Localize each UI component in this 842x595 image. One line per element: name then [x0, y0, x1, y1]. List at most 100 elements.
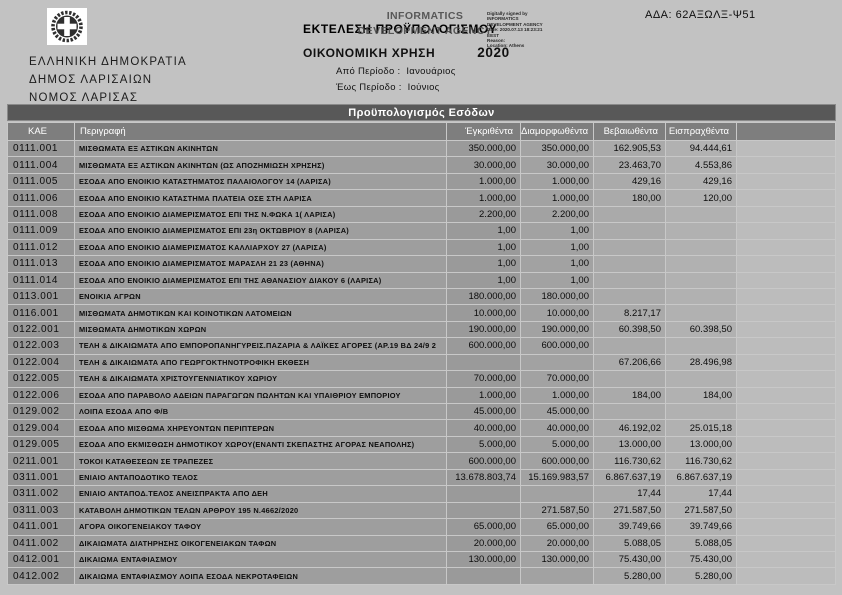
row-formed-amount: 350.000,00	[521, 141, 593, 157]
organization-block: ΕΛΛΗΝΙΚΗ ΔΗΜΟΚΡΑΤΙΑ ΔΗΜΟΣ ΛΑΡΙΣΑΙΩΝ ΝΟΜΟ…	[29, 53, 187, 107]
row-description: ΔΙΚΑΙΩΜΑ ΕΝΤΑΦΙΑΣΜΟΥ ΛΟΙΠΑ ΕΣΟΔΑ ΝΕΚΡΟΤΑ…	[75, 568, 446, 584]
row-approved-amount: 70.000,00	[447, 371, 520, 387]
row-description: ΔΙΚΑΙΩΜΑΤΑ ΔΙΑΤΗΡΗΣΗΣ ΟΙΚΟΓΕΝΕΙΑΚΩΝ ΤΑΦΩ…	[75, 535, 446, 551]
row-kae-code: 0311.003	[8, 502, 74, 519]
table-row: 0412.001 ΔΙΚΑΙΩΜΑ ΕΝΤΑΦΙΑΣΜΟΥ 130.000,00…	[8, 551, 835, 568]
row-approved-amount: 20.000,00	[447, 535, 520, 551]
row-approved-amount: 1,00	[447, 239, 520, 256]
table-row: 0116.001 ΜΙΣΘΩΜΑΤΑ ΔΗΜΟΤΙΚΩΝ ΚΑΙ ΚΟΙΝΟΤΙ…	[8, 305, 835, 321]
table-row: 0111.014 ΕΣΟΔΑ ΑΠΟ ΕΝΟΙΚΙΟ ΔΙΑΜΕΡΙΣΜΑΤΟΣ…	[8, 272, 835, 288]
table-header-row: ΚΑΕ Περιγραφή Έγκριθέντα Διαμορφωθέντα Β…	[8, 123, 835, 140]
row-approved-amount: 600.000,00	[447, 338, 520, 354]
table-row: 0211.001 ΤΟΚΟΙ ΚΑΤΑΘΕΣΕΩΝ ΣΕ ΤΡΑΠΕΖΕΣ 60…	[8, 453, 835, 469]
row-kae-code: 0111.014	[8, 272, 74, 288]
row-certified-amount: 75.430,00	[594, 551, 665, 568]
row-collected-amount: 28.496,98	[666, 354, 736, 371]
period-to-value: Ιούνιος	[407, 82, 440, 93]
period-to: Έως Περίοδο : Ιούνιος	[303, 82, 510, 93]
row-kae-code: 0129.004	[8, 420, 74, 436]
row-description: ΕΝΙΑΙΟ ΑΝΤΑΠΟΔΟΤΙΚΟ ΤΕΛΟΣ	[75, 469, 446, 486]
greek-emblem-icon	[47, 8, 87, 45]
fiscal-year-line: ΟΙΚΟΝΟΜΙΚΗ ΧΡΗΣΗ 2020	[303, 45, 510, 60]
table-row: 0311.003 ΚΑΤΑΒΟΛΗ ΔΗΜΟΤΙΚΩΝ ΤΕΛΩΝ ΑΡΘΡΟΥ…	[8, 502, 835, 519]
row-collected-amount: 13.000,00	[666, 436, 736, 453]
row-formed-amount: 1,00	[521, 239, 593, 256]
row-certified-amount: 184,00	[594, 387, 665, 403]
row-description: ΕΝΙΑΙΟ ΑΝΤΑΠΟΔ.ΤΕΛΟΣ ΑΝΕΙΣΠΡΑΚΤΑ ΑΠΟ ΔΕΗ	[75, 486, 446, 502]
row-kae-code: 0211.001	[8, 453, 74, 469]
row-description: ΤΕΛΗ & ΔΙΚΑΙΩΜΑΤΑ ΑΠΟ ΓΕΩΡΓΟΚΤΗΝΟΤΡΟΦΙΚΗ…	[75, 354, 446, 371]
column-header-filler	[737, 123, 835, 140]
row-certified-amount: 116.730,62	[594, 453, 665, 469]
row-collected-amount: 94.444,61	[666, 141, 736, 157]
row-formed-amount: 70.000,00	[521, 371, 593, 387]
column-header-approved: Έγκριθέντα	[447, 123, 520, 140]
row-filler	[737, 436, 835, 453]
row-description: ΕΣΟΔΑ ΑΠΟ ΠΑΡΑΒΟΛΟ ΑΔΕΙΩΝ ΠΑΡΑΓΩΓΩΝ ΠΩΛΗ…	[75, 387, 446, 403]
row-collected-amount: 5.280,00	[666, 568, 736, 584]
row-kae-code: 0412.002	[8, 568, 74, 584]
table-header: ΚΑΕ Περιγραφή Έγκριθέντα Διαμορφωθέντα Β…	[8, 123, 835, 140]
row-filler	[737, 190, 835, 206]
row-filler	[737, 321, 835, 338]
row-certified-amount	[594, 223, 665, 239]
row-certified-amount: 5.088,05	[594, 535, 665, 551]
row-certified-amount	[594, 338, 665, 354]
row-description: ΕΣΟΔΑ ΑΠΟ ΕΝΟΙΚΙΟ ΚΑΤΑΣΤΗΜΑΤΟΣ ΠΑΛΑΙΟΛΟΓ…	[75, 173, 446, 190]
column-header-formed: Διαμορφωθέντα	[521, 123, 593, 140]
row-approved-amount	[447, 354, 520, 371]
ada-code: ΑΔΑ: 62ΑΞΩΛΞ-Ψ51	[645, 9, 756, 21]
org-country: ΕΛΛΗΝΙΚΗ ΔΗΜΟΚΡΑΤΙΑ	[29, 56, 187, 68]
row-description: ΛΟΙΠΑ ΕΣΟΔΑ ΑΠΟ Φ/Β	[75, 404, 446, 420]
row-kae-code: 0111.001	[8, 141, 74, 157]
row-filler	[737, 206, 835, 223]
row-description: ΕΣΟΔΑ ΑΠΟ ΜΙΣΘΩΜΑ ΧΗΡΕΥΟΝΤΩΝ ΠΕΡΙΠΤΕΡΩΝ	[75, 420, 446, 436]
row-description: ΚΑΤΑΒΟΛΗ ΔΗΜΟΤΙΚΩΝ ΤΕΛΩΝ ΑΡΘΡΟΥ 195 Ν.46…	[75, 502, 446, 519]
row-kae-code: 0122.003	[8, 338, 74, 354]
row-filler	[737, 272, 835, 288]
table-row: 0122.005 ΤΕΛΗ & ΔΙΚΑΙΩΜΑΤΑ ΧΡΙΣΤΟΥΓΕΝΝΙΑ…	[8, 371, 835, 387]
row-description: ΕΣΟΔΑ ΑΠΟ ΕΝΟΙΚΙΟ ΔΙΑΜΕΡΙΣΜΑΤΟΣ ΚΑΛΛΙΑΡΧ…	[75, 239, 446, 256]
row-approved-amount	[447, 568, 520, 584]
greek-emblem-logo	[47, 8, 87, 45]
row-approved-amount: 30.000,00	[447, 157, 520, 173]
row-certified-amount: 46.192,02	[594, 420, 665, 436]
row-collected-amount: 184,00	[666, 387, 736, 403]
row-certified-amount: 271.587,50	[594, 502, 665, 519]
row-kae-code: 0129.002	[8, 404, 74, 420]
row-filler	[737, 354, 835, 371]
row-kae-code: 0122.006	[8, 387, 74, 403]
row-description: ΤΕΛΗ & ΔΙΚΑΙΩΜΑΤΑ ΑΠΟ ΕΜΠΟΡΟΠΑΝΗΓΥΡΕΙΣ.Π…	[75, 338, 446, 354]
row-kae-code: 0412.001	[8, 551, 74, 568]
row-certified-amount: 13.000,00	[594, 436, 665, 453]
row-filler	[737, 371, 835, 387]
row-filler	[737, 535, 835, 551]
row-description: ΕΣΟΔΑ ΑΠΟ ΕΝΟΙΚΙΟ ΔΙΑΜΕΡΙΣΜΑΤΟΣ ΕΠΙ 23η …	[75, 223, 446, 239]
table-body: 0111.001 ΜΙΣΘΩΜΑΤΑ ΕΞ ΑΣΤΙΚΩΝ ΑΚΙΝΗΤΩΝ 3…	[8, 141, 835, 584]
row-filler	[737, 469, 835, 486]
row-description: ΑΓΟΡΑ ΟΙΚΟΓΕΝΕΙΑΚΟΥ ΤΑΦΟΥ	[75, 519, 446, 535]
row-kae-code: 0111.008	[8, 206, 74, 223]
row-approved-amount: 350.000,00	[447, 141, 520, 157]
row-formed-amount: 600.000,00	[521, 338, 593, 354]
row-description: ΕΣΟΔΑ ΑΠΟ ΕΝΟΙΚΙΟ ΔΙΑΜΕΡΙΣΜΑΤΟΣ ΜΑΡΑΣΛΗ …	[75, 256, 446, 272]
table-row: 0111.013 ΕΣΟΔΑ ΑΠΟ ΕΝΟΙΚΙΟ ΔΙΑΜΕΡΙΣΜΑΤΟΣ…	[8, 256, 835, 272]
row-formed-amount: 180.000,00	[521, 288, 593, 305]
row-collected-amount: 17,44	[666, 486, 736, 502]
row-collected-amount	[666, 223, 736, 239]
row-certified-amount	[594, 272, 665, 288]
row-certified-amount	[594, 239, 665, 256]
row-formed-amount: 10.000,00	[521, 305, 593, 321]
row-filler	[737, 141, 835, 157]
row-certified-amount: 23.463,70	[594, 157, 665, 173]
row-formed-amount: 600.000,00	[521, 453, 593, 469]
row-approved-amount: 600.000,00	[447, 453, 520, 469]
budget-table: ΚΑΕ Περιγραφή Έγκριθέντα Διαμορφωθέντα Β…	[7, 122, 836, 585]
table-row: 0122.001 ΜΙΣΘΩΜΑΤΑ ΔΗΜΟΤΙΚΩΝ ΧΩΡΩΝ 190.0…	[8, 321, 835, 338]
row-collected-amount	[666, 206, 736, 223]
fiscal-year: 2020	[477, 45, 510, 60]
row-formed-amount: 1,00	[521, 256, 593, 272]
row-kae-code: 0122.005	[8, 371, 74, 387]
row-filler	[737, 486, 835, 502]
row-kae-code: 0411.001	[8, 519, 74, 535]
